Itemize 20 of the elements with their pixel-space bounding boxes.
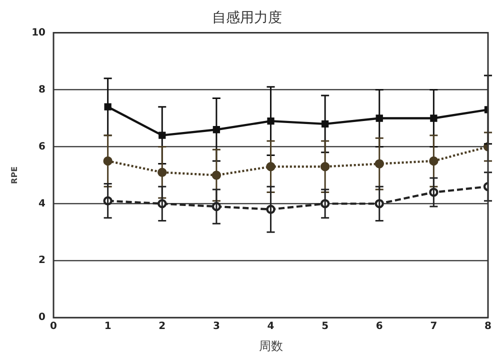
y-tick-label: 0	[38, 312, 46, 324]
point	[267, 118, 274, 125]
y-tick-label: 4	[38, 198, 46, 210]
x-tick-label: 6	[376, 321, 383, 332]
x-tick-label: 7	[430, 321, 438, 332]
x-tick-label: 4	[267, 321, 274, 332]
y-axis-title: RPE	[10, 166, 19, 184]
y-tick-label: 8	[38, 84, 46, 96]
x-tick-label: 0	[50, 321, 58, 332]
x-axis-title: 周数	[258, 338, 283, 353]
point	[430, 114, 438, 122]
y-tick-label: 2	[38, 255, 46, 266]
x-tick-label: 8	[484, 321, 492, 332]
x-tick-label: 5	[322, 321, 329, 332]
x-tick-label: 3	[212, 321, 220, 332]
x-tick-label: 1	[104, 321, 112, 332]
y-tick-label: 10	[32, 27, 46, 38]
y-tick-label: 6	[38, 141, 46, 152]
chart-title: 自感用力度	[212, 10, 282, 26]
x-tick-label: 2	[158, 321, 166, 332]
